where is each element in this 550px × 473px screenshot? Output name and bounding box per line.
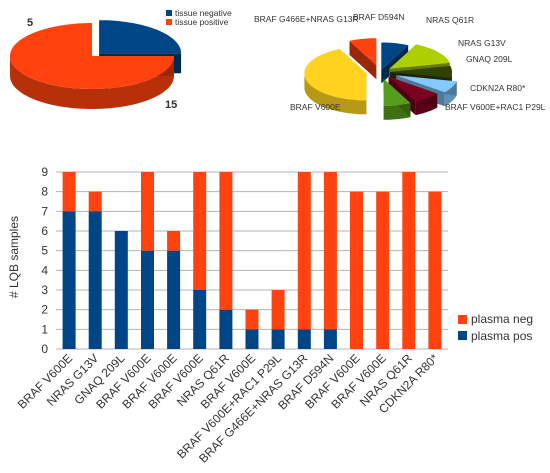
bar-plasma-pos-5 [193,290,207,349]
pie2-slice-braf-v600e-rac1-p29l [383,78,411,106]
pie2-slice-nras-g13v [390,66,452,78]
y-tick-label-8: 8 [41,185,48,199]
bar-y-axis-label: # LQB samples [7,216,21,298]
pie2-side-braf-v600e [304,73,367,115]
y-tick-label-4: 4 [41,263,48,277]
tissue-pie-legend: tissue negative tissue positive [166,8,232,27]
bar-plasma-neg-8 [271,290,285,330]
legend-label-tissue-positive: tissue positive [175,17,229,27]
pie2-label-braf-v600e: BRAF V600E [290,102,341,112]
pie1-label-negative: 5 [27,17,33,29]
y-tick-label-9: 9 [41,165,48,179]
bar-plasma-neg-0 [62,172,76,212]
pie1-label-positive: 15 [165,99,177,111]
legend-label-tissue-negative: tissue negative [175,8,232,18]
pie2-label-braf-g466e-nras-g13r: BRAF G466E+NRAS G13R [254,14,359,24]
legend-swatch-plasma-neg [458,315,467,324]
bar-y-tick-labels: 0 1 2 3 4 5 6 7 8 9 [41,165,48,356]
legend-label-plasma-neg: plasma neg [471,312,533,326]
bar-plasma-neg-11 [350,191,363,349]
pie2-slice-braf-v600e [304,49,367,101]
pie2-slice-braf-g466e-nras-g13r [349,38,377,66]
bar-plasma-pos-9 [297,329,311,349]
bar-plasma-neg-1 [88,191,102,212]
y-tick-label-6: 6 [41,224,48,238]
legend-swatch-plasma-pos [458,331,467,340]
pie2-slice-nras-q61r [389,44,450,69]
pie2-label-cdkn2a-r80: CDKN2A R80* [470,83,526,93]
bar-plasma-pos-10 [323,329,337,349]
y-tick-label-2: 2 [41,303,48,317]
bar-plasma-neg-9 [297,172,311,330]
pie2-label-nras-g13v: NRAS G13V [458,38,506,48]
pie2-slice-gnaq-209l [396,75,457,93]
pie2-cut-braf-g466e-nras-g13r-0 [349,40,377,80]
legend-label-plasma-pos: plasma pos [471,329,532,343]
bar-plasma-neg-5 [193,172,207,290]
bar-plasma-pos-8 [271,329,285,349]
pie1-side-tissue-positive [10,56,174,109]
tissue-pie-chart: 5 15 [10,17,182,111]
y-tick-label-7: 7 [41,204,48,218]
y-tick-label-3: 3 [41,283,48,297]
bar-plasma-neg-10 [323,172,337,330]
y-tick-label-5: 5 [41,244,48,258]
bar-plasma-pos-1 [88,211,102,349]
bar-plasma-pos-7 [245,329,259,349]
pie2-label-braf-d594n: BRAF D594N [353,12,405,22]
pie2-slice-cdkn2a-r80 [388,76,438,102]
bar-plasma-neg-6 [219,172,233,310]
bar-plasma-pos-3 [141,250,154,349]
bar-plasma-neg-4 [167,231,181,251]
bar-plasma-neg-13 [402,172,416,349]
bar-plasma-neg-7 [245,309,259,330]
pie2-label-gnaq-209l: GNAQ 209L [466,54,513,64]
bar-plasma-neg-14 [428,191,442,349]
y-tick-label-1: 1 [41,322,48,336]
bar-series [62,172,442,349]
bar-plasma-pos-6 [219,309,233,349]
y-tick-label-0: 0 [41,342,48,356]
pie2-label-nras-q61r: NRAS Q61R [426,15,474,25]
legend-swatch-tissue-positive [166,19,172,25]
bar-plasma-pos-4 [167,250,181,349]
pie1-slice-tissue-negative [99,20,182,54]
bar-plasma-neg-12 [376,191,390,349]
bar-plasma-neg-3 [141,172,154,251]
bar-plasma-pos-2 [114,231,128,349]
legend-swatch-tissue-negative [166,10,172,16]
pie2-label-braf-v600e-rac1: BRAF V600E+RAC1 P29L [445,102,546,112]
bar-plasma-pos-0 [62,211,76,349]
mutation-pie-chart: BRAF D594N NRAS Q61R NRAS G13V GNAQ 209L… [254,12,546,120]
bar-legend: plasma neg plasma pos [458,312,533,343]
pie1-slice-tissue-positive [10,23,174,89]
pie2-slice-braf-d594n [381,42,409,70]
